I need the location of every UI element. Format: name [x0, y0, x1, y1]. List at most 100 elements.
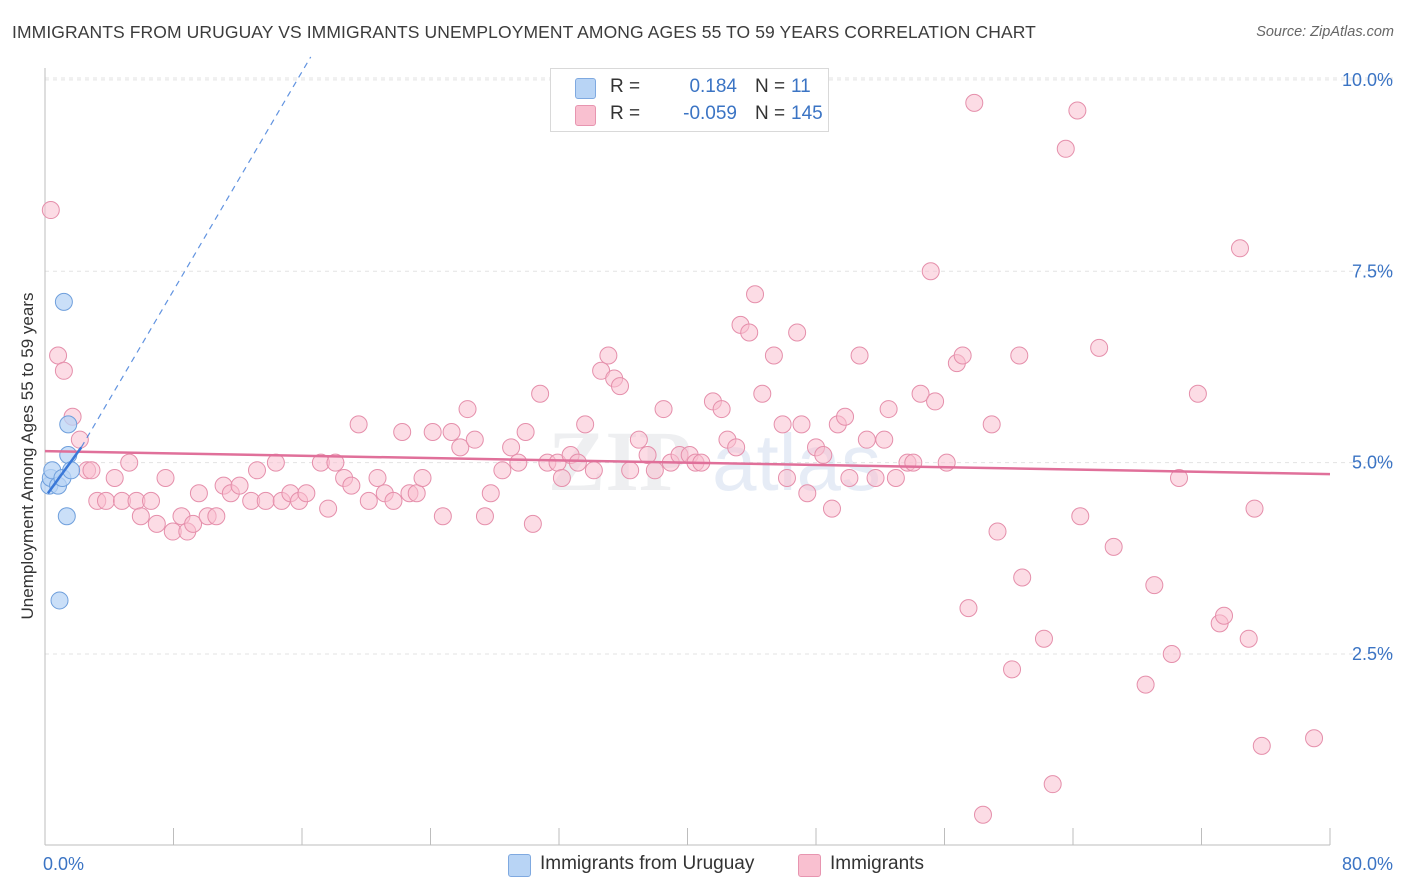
data-point-immigrants	[509, 453, 528, 472]
data-point-immigrants	[836, 407, 855, 426]
bottom-legend-label-immigrants: Immigrants	[830, 853, 924, 874]
data-point-immigrants	[982, 415, 1001, 434]
data-point-uruguay	[57, 507, 76, 526]
data-point-immigrants	[822, 499, 841, 518]
data-point-immigrants	[629, 430, 648, 449]
data-point-immigrants	[973, 805, 992, 824]
bottom-legend-label-uruguay: Immigrants from Uruguay	[540, 853, 755, 874]
chart-title: IMMIGRANTS FROM URUGUAY VS IMMIGRANTS UN…	[12, 22, 1036, 42]
tick-labels: 2.5% 5.0% 7.5% 10.0% 0.0% 80.0%	[43, 70, 1393, 874]
legend-swatch-immigrants	[575, 105, 596, 126]
data-point-immigrants	[840, 468, 859, 487]
gridlines	[45, 77, 1395, 655]
data-point-immigrants	[788, 323, 807, 342]
data-point-immigrants	[1013, 568, 1032, 587]
data-point-immigrants	[777, 468, 796, 487]
data-point-immigrants	[184, 514, 203, 533]
data-point-immigrants	[516, 423, 535, 442]
legend-n-label: N =	[755, 76, 786, 97]
bottom-legend-swatch-uruguay	[508, 854, 531, 877]
data-point-immigrants	[712, 400, 731, 419]
data-point-immigrants	[850, 346, 869, 365]
data-point-immigrants	[359, 491, 378, 510]
data-point-immigrants	[297, 484, 316, 503]
data-point-immigrants	[96, 491, 115, 510]
data-point-immigrants	[1136, 675, 1155, 694]
x-tick-label-min: 0.0%	[43, 854, 84, 874]
data-point-immigrants	[1188, 384, 1207, 403]
legend-n-value: 145	[791, 103, 823, 124]
legend-r-label: R =	[610, 76, 641, 97]
data-point-immigrants	[959, 599, 978, 618]
data-point-immigrants	[904, 453, 923, 472]
data-point-immigrants	[1104, 537, 1123, 556]
data-point-immigrants	[1010, 346, 1029, 365]
data-point-immigrants	[875, 430, 894, 449]
data-point-uruguay	[54, 292, 73, 311]
source-label: Source: ZipAtlas.com	[1256, 24, 1394, 40]
data-point-immigrants	[654, 400, 673, 419]
data-point-immigrants	[1090, 338, 1109, 357]
legend-swatch-uruguay	[575, 78, 596, 99]
bottom-legend-swatch-immigrants	[798, 854, 821, 877]
data-point-immigrants	[326, 453, 345, 472]
data-point-immigrants	[638, 445, 657, 464]
data-point-immigrants	[342, 476, 361, 495]
data-point-immigrants	[442, 423, 461, 442]
trend-line-immigrants	[44, 449, 1331, 476]
x-tick-label-max: 80.0%	[1342, 854, 1393, 874]
data-point-immigrants	[773, 415, 792, 434]
data-point-immigrants	[1071, 507, 1090, 526]
data-point-immigrants	[764, 346, 783, 365]
data-point-immigrants	[740, 323, 759, 342]
data-point-immigrants	[147, 514, 166, 533]
data-point-immigrants	[645, 461, 664, 480]
data-point-immigrants	[230, 476, 249, 495]
data-point-uruguay	[50, 591, 69, 610]
data-point-immigrants	[988, 522, 1007, 541]
data-point-immigrants	[349, 415, 368, 434]
data-point-immigrants	[368, 468, 387, 487]
trend-lines	[44, 56, 1331, 495]
data-point-immigrants	[207, 507, 226, 526]
data-point-immigrants	[746, 285, 765, 304]
data-point-immigrants	[568, 453, 587, 472]
data-point-immigrants	[1034, 629, 1053, 648]
y-tick-label: 7.5%	[1352, 261, 1393, 281]
series-immigrants-points	[41, 93, 1324, 824]
data-point-immigrants	[156, 468, 175, 487]
data-point-immigrants	[1162, 645, 1181, 664]
data-point-immigrants	[1305, 729, 1324, 748]
data-point-immigrants	[610, 377, 629, 396]
data-point-immigrants	[921, 262, 940, 281]
data-point-immigrants	[384, 491, 403, 510]
data-point-immigrants	[433, 507, 452, 526]
data-point-immigrants	[1252, 736, 1271, 755]
data-point-immigrants	[552, 468, 571, 487]
data-point-immigrants	[911, 384, 930, 403]
data-point-immigrants	[523, 514, 542, 533]
data-point-immigrants	[879, 400, 898, 419]
data-point-immigrants	[621, 461, 640, 480]
data-point-immigrants	[857, 430, 876, 449]
data-point-immigrants	[105, 468, 124, 487]
data-point-immigrants	[599, 346, 618, 365]
data-point-immigrants	[1215, 606, 1234, 625]
data-point-immigrants	[866, 468, 885, 487]
data-point-immigrants	[393, 423, 412, 442]
data-point-immigrants	[54, 361, 73, 380]
data-point-immigrants	[141, 491, 160, 510]
data-point-immigrants	[319, 499, 338, 518]
data-point-immigrants	[1145, 576, 1164, 595]
legend-r-value: -0.059	[683, 103, 737, 124]
data-point-immigrants	[1043, 775, 1062, 794]
legend: R = 0.184 N = 11 R = -0.059 N = 145	[550, 68, 829, 132]
data-point-immigrants	[953, 346, 972, 365]
data-point-immigrants	[70, 430, 89, 449]
data-point-immigrants	[465, 430, 484, 449]
data-point-immigrants	[1230, 239, 1249, 258]
data-point-immigrants	[926, 392, 945, 411]
data-point-uruguay	[59, 415, 78, 434]
y-tick-label: 5.0%	[1352, 453, 1393, 473]
data-point-immigrants	[502, 438, 521, 457]
